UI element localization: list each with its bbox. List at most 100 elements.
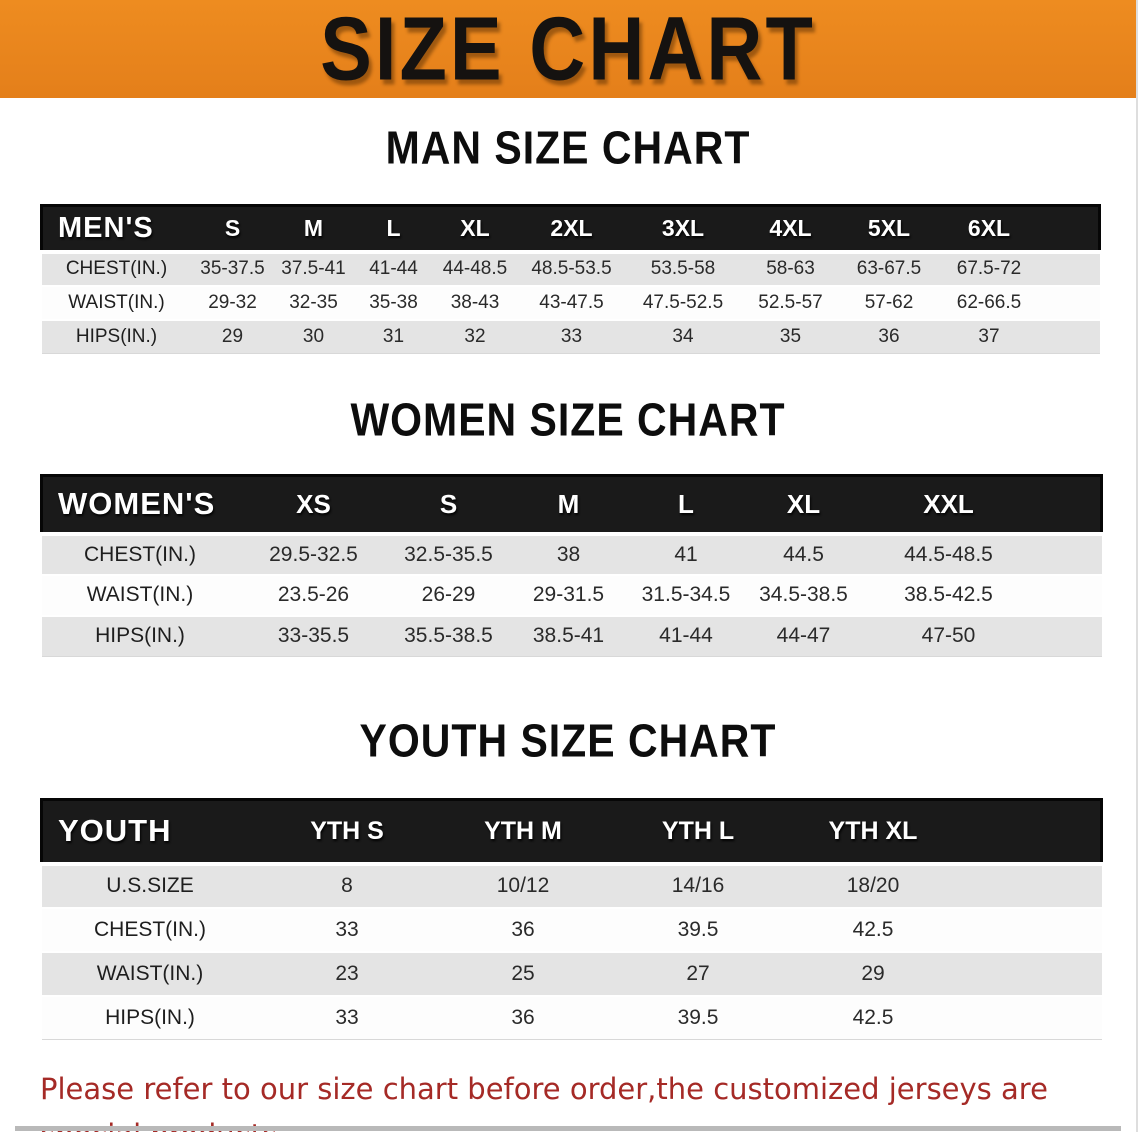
size-value-cell: 39.5 [610,906,786,952]
size-value-cell: 29-31.5 [508,573,629,616]
size-value-cell: 36 [435,906,611,952]
filler-cell [1033,614,1102,657]
measurement-row: HIPS(IN.) 29 30 31 32 33 34 35 36 37 [41,318,1100,354]
man-size-chart-heading: MAN SIZE CHART [385,122,751,174]
size-value-cell: 29 [785,950,961,996]
size-value-cell: 44.5-48.5 [863,532,1034,575]
size-value-cell: 34 [626,318,740,354]
size-value-cell: 35 [739,318,842,354]
size-column-header: 4XL [739,205,842,252]
table-corner-label: WOMEN'S [41,475,239,534]
row-label: HIPS(IN.) [41,318,192,354]
row-label: CHEST(IN.) [41,906,259,952]
size-value-cell: 29 [191,318,274,354]
row-label: WAIST(IN.) [41,284,192,320]
size-column-header: XL [433,205,517,252]
size-value-cell: 33 [258,906,436,952]
disclaimer-line-1: Please refer to our size chart before or… [40,1072,1048,1132]
size-value-cell: 29.5-32.5 [238,532,389,575]
size-column-header: YTH XL [785,799,961,864]
filler-cell [960,862,1102,908]
size-value-cell: 47-50 [863,614,1034,657]
section-heading-man: MAN SIZE CHART [0,122,1136,182]
size-column-header: XS [238,475,389,534]
size-value-cell: 44-48.5 [433,250,517,286]
size-value-cell: 31.5-34.5 [628,573,744,616]
size-value-cell: 44.5 [743,532,864,575]
size-column-header: XXL [863,475,1034,534]
size-value-cell: 8 [258,862,436,908]
row-label: WAIST(IN.) [41,573,239,616]
row-label: U.S.SIZE [41,862,259,908]
measurement-row: WAIST(IN.) 29-32 32-35 35-38 38-43 43-47.5 47.… [41,284,1100,320]
size-value-cell: 52.5-57 [739,284,842,320]
filler-cell [1033,573,1102,616]
size-value-cell: 27 [610,950,786,996]
size-column-header: M [273,205,354,252]
size-value-cell: 38-43 [433,284,517,320]
size-column-header: YTH M [435,799,611,864]
size-value-cell: 23.5-26 [238,573,389,616]
size-column-header: 2XL [516,205,627,252]
size-value-cell: 48.5-53.5 [516,250,627,286]
banner-title: SIZE CHART [320,0,816,100]
size-value-cell: 32-35 [273,284,354,320]
filler-header-cell [1033,475,1102,534]
size-value-cell: 42.5 [785,906,961,952]
measurement-row: HIPS(IN.) 33 36 39.5 42.5 [41,994,1102,1040]
filler-cell [1041,284,1100,320]
size-value-cell: 33 [516,318,627,354]
size-value-cell: 67.5-72 [936,250,1042,286]
size-value-cell: 32 [433,318,517,354]
size-value-cell: 44-47 [743,614,864,657]
section-heading-women: WOMEN SIZE CHART [0,394,1136,454]
size-value-cell: 33 [258,994,436,1040]
banner: SIZE CHART [0,0,1136,100]
size-value-cell: 47.5-52.5 [626,284,740,320]
bottom-divider-bar [15,1126,1121,1131]
size-column-header: 6XL [936,205,1042,252]
size-column-header: YTH S [258,799,436,864]
youth-size-chart-heading: YOUTH SIZE CHART [359,715,777,767]
row-label: CHEST(IN.) [41,250,192,286]
size-value-cell: 37.5-41 [273,250,354,286]
filler-cell [1041,250,1100,286]
size-value-cell: 43-47.5 [516,284,627,320]
measurement-row: CHEST(IN.) 33 36 39.5 42.5 [41,906,1102,952]
size-value-cell: 35-38 [353,284,434,320]
size-value-cell: 35.5-38.5 [388,614,509,657]
section-heading-youth: YOUTH SIZE CHART [0,715,1136,775]
measurement-row: CHEST(IN.) 35-37.5 37.5-41 41-44 44-48.5 48.5… [41,250,1100,286]
size-value-cell: 31 [353,318,434,354]
size-value-cell: 41 [628,532,744,575]
size-value-cell: 26-29 [388,573,509,616]
row-label: HIPS(IN.) [41,614,239,657]
measurement-row: HIPS(IN.) 33-35.5 35.5-38.5 38.5-41 41-44 44-… [41,614,1102,657]
size-value-cell: 30 [273,318,354,354]
size-value-cell: 10/12 [435,862,611,908]
row-label: HIPS(IN.) [41,994,259,1040]
size-value-cell: 37 [936,318,1042,354]
size-value-cell: 53.5-58 [626,250,740,286]
women-size-chart-heading: WOMEN SIZE CHART [350,394,786,446]
size-value-cell: 14/16 [610,862,786,908]
size-value-cell: 35-37.5 [191,250,274,286]
size-column-header: YTH L [610,799,786,864]
size-value-cell: 33-35.5 [238,614,389,657]
size-value-cell: 36 [841,318,937,354]
size-value-cell: 58-63 [739,250,842,286]
size-column-header: 3XL [626,205,740,252]
size-value-cell: 18/20 [785,862,961,908]
size-column-header: XL [743,475,864,534]
size-value-cell: 32.5-35.5 [388,532,509,575]
filler-cell [1033,532,1102,575]
size-value-cell: 38 [508,532,629,575]
size-column-header: L [353,205,434,252]
size-header-row: YOUTH YTH S YTH M YTH L YTH XL [41,799,1102,864]
size-value-cell: 41-44 [353,250,434,286]
filler-cell [960,994,1102,1040]
disclaimer-note: Please refer to our size chart before or… [40,1066,1106,1132]
size-column-header: M [508,475,629,534]
womens-size-table: WOMEN'S XS S M L XL XXL CHEST(IN.) 29.5-32.5 32.5… [40,474,1103,657]
